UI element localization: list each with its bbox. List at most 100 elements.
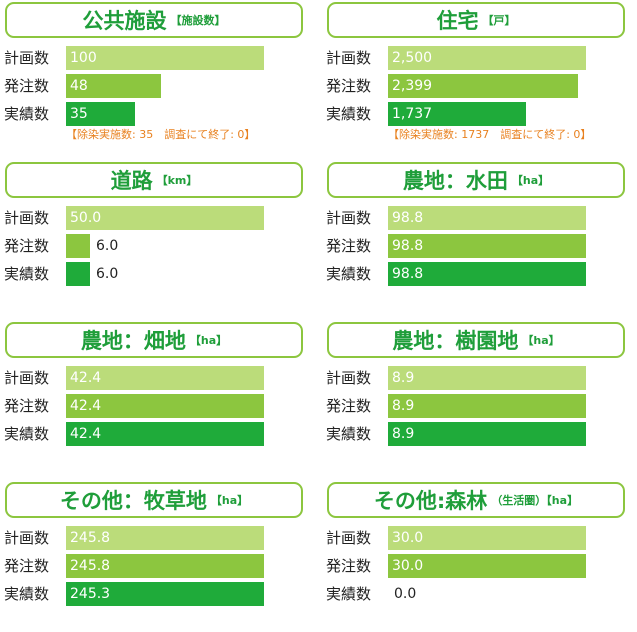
bar xyxy=(388,46,586,70)
chart-unit: 【戸】 xyxy=(482,14,516,27)
chart-title-box: 農地：水田 【ha】 xyxy=(327,162,625,198)
bar xyxy=(66,526,264,550)
bar-row: 発注数 6.0 xyxy=(4,234,314,258)
category-label: 計画数 xyxy=(326,209,372,227)
category-label: 計画数 xyxy=(4,209,50,227)
chart-unit: （生活圏）【ha】 xyxy=(491,494,579,507)
bar-row: 発注数 8.9 xyxy=(326,394,636,418)
category-label: 実績数 xyxy=(326,425,372,443)
bar xyxy=(388,366,586,390)
category-label: 発注数 xyxy=(326,397,372,415)
bar xyxy=(66,422,264,446)
chart-note: 【除染実施数: 1737 調査にて終了: 0】 xyxy=(388,128,592,141)
chart-title-box: 農地：畑地 【ha】 xyxy=(5,322,303,358)
bar-row: 計画数 30.0 xyxy=(326,526,636,550)
category-label: 実績数 xyxy=(4,425,50,443)
chart-title: 住宅 xyxy=(436,9,479,33)
bar xyxy=(388,422,586,446)
chart-title-box: 道路 【km】 xyxy=(5,162,303,198)
bar-row: 発注数 98.8 xyxy=(326,234,636,258)
category-label: 実績数 xyxy=(4,265,50,283)
category-label: 計画数 xyxy=(326,529,372,547)
bar xyxy=(388,206,586,230)
bar xyxy=(388,102,526,126)
bar xyxy=(66,366,264,390)
bar xyxy=(388,554,586,578)
bar-row: 発注数 42.4 xyxy=(4,394,314,418)
bar xyxy=(66,74,161,98)
category-label: 実績数 xyxy=(4,105,50,123)
bar-row: 実績数 35 xyxy=(4,102,314,126)
chart-title-box: 農地：樹園地 【ha】 xyxy=(327,322,625,358)
bar-row: 実績数 245.3 xyxy=(4,582,314,606)
data-label: 35 xyxy=(70,106,88,122)
data-label: 30.0 xyxy=(392,558,424,574)
data-label: 245.3 xyxy=(70,586,111,602)
category-label: 計画数 xyxy=(4,49,50,67)
category-label: 発注数 xyxy=(4,397,50,415)
chart-unit: 【ha】 xyxy=(511,174,550,187)
category-label: 発注数 xyxy=(326,77,372,95)
bar xyxy=(388,74,578,98)
chart-unit: 【施設数】 xyxy=(170,14,226,27)
bar xyxy=(388,262,586,286)
chart-panel: 農地：樹園地 【ha】 計画数 8.9 発注数 8.9 実績数 8.9 xyxy=(326,322,636,472)
category-label: 実績数 xyxy=(326,265,372,283)
data-label: 245.8 xyxy=(70,558,111,574)
bar-row: 発注数 2,399 xyxy=(326,74,636,98)
data-label: 48 xyxy=(70,78,88,94)
chart-title: 農地：畑地 xyxy=(80,329,186,353)
category-label: 計画数 xyxy=(4,369,50,387)
data-label: 1,737 xyxy=(392,106,433,122)
data-label: 6.0 xyxy=(96,266,119,282)
chart-title: その他:森林 xyxy=(373,489,488,513)
data-label: 50.0 xyxy=(70,210,102,226)
category-label: 実績数 xyxy=(326,105,372,123)
chart-panel: 農地：水田 【ha】 計画数 98.8 発注数 98.8 実績数 98.8 xyxy=(326,162,636,312)
chart-panel: 住宅 【戸】計画数 2,500 発注数 2,399 実績数 1,737 【除染実施数: 173… xyxy=(326,2,636,152)
bar-row: 実績数 0.0 xyxy=(326,582,636,606)
chart-panel: 道路 【km】計画数 50.0 発注数 6.0 実績数 6.0 xyxy=(4,162,314,312)
bar-row: 計画数 100 xyxy=(4,46,314,70)
data-label: 0.0 xyxy=(394,586,417,602)
category-label: 発注数 xyxy=(4,557,50,575)
data-label: 30.0 xyxy=(392,530,424,546)
data-label: 8.9 xyxy=(392,370,415,386)
bar-row: 実績数 42.4 xyxy=(4,422,314,446)
chart-panel: 農地：畑地 【ha】計画数 42.4 発注数 42.4 実績数 42.4 xyxy=(4,322,314,472)
bar-row: 実績数 98.8 xyxy=(326,262,636,286)
category-label: 発注数 xyxy=(326,557,372,575)
data-label: 6.0 xyxy=(96,238,119,254)
bar-row: 計画数 98.8 xyxy=(326,206,636,230)
bar-row: 発注数 245.8 xyxy=(4,554,314,578)
chart-unit: 【ha】 xyxy=(522,334,560,347)
bar xyxy=(66,46,264,70)
category-label: 実績数 xyxy=(4,585,50,603)
chart-title-box: 公共施設 【施設数】 xyxy=(5,2,303,38)
chart-title: その他：牧草地 xyxy=(59,489,207,513)
data-label: 2,399 xyxy=(392,78,433,94)
bar-row: 計画数 50.0 xyxy=(4,206,314,230)
data-label: 2,500 xyxy=(392,50,433,66)
bar-row: 発注数 48 xyxy=(4,74,314,98)
bar xyxy=(66,234,90,258)
chart-title-box: その他：牧草地 【ha】 xyxy=(5,482,303,518)
chart-title-box: その他:森林 （生活圏）【ha】 xyxy=(327,482,625,518)
category-label: 発注数 xyxy=(326,237,372,255)
data-label: 98.8 xyxy=(392,210,424,226)
chart-note: 【除染実施数: 35 調査にて終了: 0】 xyxy=(66,128,256,141)
data-label: 42.4 xyxy=(70,426,102,442)
bar xyxy=(66,262,90,286)
bar xyxy=(66,582,264,606)
bar xyxy=(388,394,586,418)
bar xyxy=(66,554,264,578)
bar-row: 計画数 8.9 xyxy=(326,366,636,390)
data-label: 245.8 xyxy=(70,530,111,546)
bar-row: 実績数 1,737 xyxy=(326,102,636,126)
category-label: 計画数 xyxy=(4,529,50,547)
bar xyxy=(388,234,586,258)
bar-row: 計画数 2,500 xyxy=(326,46,636,70)
bar-row: 実績数 8.9 xyxy=(326,422,636,446)
bar xyxy=(388,526,586,550)
data-label: 8.9 xyxy=(392,398,415,414)
